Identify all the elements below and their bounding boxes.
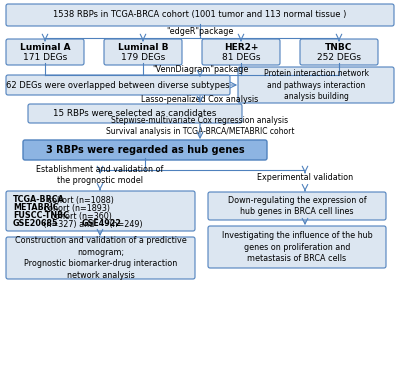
FancyBboxPatch shape (208, 192, 386, 220)
Text: cohort (n=1088): cohort (n=1088) (45, 195, 114, 204)
Text: 1538 RBPs in TCGA-BRCA cohort (1001 tumor and 113 normal tissue ): 1538 RBPs in TCGA-BRCA cohort (1001 tumo… (53, 11, 347, 20)
Text: Investigating the influence of the hub
genes on proliferation and
metastasis of : Investigating the influence of the hub g… (222, 231, 372, 263)
Text: GSE20685: GSE20685 (13, 220, 58, 228)
FancyBboxPatch shape (6, 4, 394, 26)
Text: GSE4922: GSE4922 (82, 220, 122, 228)
FancyBboxPatch shape (208, 226, 386, 268)
Text: 62 DEGs were overlapped between diverse subtypes: 62 DEGs were overlapped between diverse … (6, 81, 230, 90)
Text: Establishment and validation of
the prognostic model: Establishment and validation of the prog… (36, 165, 164, 185)
Text: Stepwise-multivariate Cox regression analysis
Survival analysis in TCGA-BRCA/MET: Stepwise-multivariate Cox regression ana… (106, 116, 294, 136)
Text: cohort (n=360): cohort (n=360) (48, 212, 112, 220)
FancyBboxPatch shape (6, 191, 195, 231)
Text: Luminal B: Luminal B (118, 42, 168, 51)
Text: METABRIC: METABRIC (13, 203, 59, 212)
Text: Construction and validation of a predictive
nomogram;
Prognostic biomarker-drug : Construction and validation of a predict… (15, 236, 186, 280)
Text: HER2+: HER2+ (224, 42, 258, 51)
Text: (n=249): (n=249) (106, 220, 142, 228)
Text: 179 DEGs: 179 DEGs (121, 53, 165, 62)
Text: "VennDiagram"package: "VennDiagram"package (152, 65, 248, 74)
Text: Luminal A: Luminal A (20, 42, 70, 51)
Text: Lasso-penalized Cox analysis: Lasso-penalized Cox analysis (141, 96, 259, 104)
Text: FUSCC-TNBC: FUSCC-TNBC (13, 212, 69, 220)
Text: TCGA-BRCA: TCGA-BRCA (13, 195, 65, 204)
FancyBboxPatch shape (6, 237, 195, 279)
Text: 3 RBPs were regarded as hub genes: 3 RBPs were regarded as hub genes (46, 145, 244, 155)
Text: cohort (n=1893): cohort (n=1893) (42, 203, 110, 212)
FancyBboxPatch shape (23, 140, 267, 160)
Text: Experimental validation: Experimental validation (257, 174, 353, 183)
Text: 15 RBPs were selected as candidates: 15 RBPs were selected as candidates (53, 109, 217, 118)
FancyBboxPatch shape (6, 75, 230, 95)
Text: 81 DEGs: 81 DEGs (222, 53, 260, 62)
Text: Protein interaction network
and pathways interaction
analysis building: Protein interaction network and pathways… (264, 70, 368, 101)
FancyBboxPatch shape (238, 67, 394, 103)
Text: "edgeR"package: "edgeR"package (166, 28, 234, 37)
Text: 252 DEGs: 252 DEGs (317, 53, 361, 62)
FancyBboxPatch shape (300, 39, 378, 65)
Text: TNBC: TNBC (325, 42, 353, 51)
Text: Down-regulating the expression of
hub genes in BRCA cell lines: Down-regulating the expression of hub ge… (228, 196, 366, 216)
FancyBboxPatch shape (202, 39, 280, 65)
FancyBboxPatch shape (6, 39, 84, 65)
Text: (n=327) and: (n=327) and (42, 220, 97, 228)
FancyBboxPatch shape (104, 39, 182, 65)
Text: 171 DEGs: 171 DEGs (23, 53, 67, 62)
FancyBboxPatch shape (28, 104, 242, 123)
